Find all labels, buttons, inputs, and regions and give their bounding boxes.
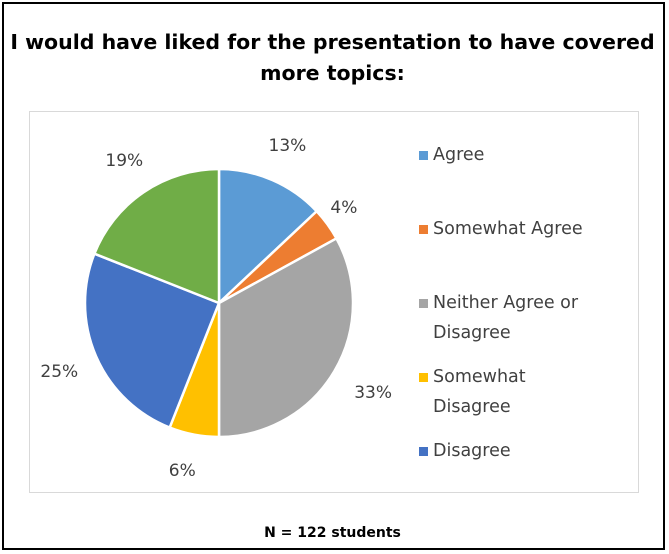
legend-swatch-3 <box>419 299 428 308</box>
legend-label-line: Disagree <box>433 323 511 343</box>
legend-label-1: Agree <box>433 140 484 170</box>
chart-title-line-2: more topics: <box>260 61 405 85</box>
data-label-2: 4% <box>330 198 358 218</box>
legend-label-line: Agree <box>433 145 485 165</box>
data-label-3: 33% <box>354 382 392 403</box>
pie-slice-5 <box>83 252 221 429</box>
legend-item-4: Somewhat Disagree <box>419 362 526 422</box>
legend-label-line: Disagree <box>433 397 511 417</box>
legend-label-line: Somewhat Agree <box>433 219 583 239</box>
pie-slice-3 <box>217 237 355 439</box>
legend-label-4: Somewhat Disagree <box>433 362 526 422</box>
legend-item-2: Somewhat Agree <box>419 214 583 244</box>
legend-item-3: Neither Agree or Disagree <box>419 288 578 348</box>
legend-item-5: Disagree <box>419 436 511 466</box>
legend-label-line: Neither Agree or <box>433 293 579 313</box>
legend-swatch-4 <box>419 373 428 382</box>
legend-item-1: Agree <box>419 140 484 170</box>
legend-label-line: Disagree <box>433 441 511 461</box>
legend-swatch-1 <box>419 151 428 160</box>
pie-slice-6 <box>93 167 221 305</box>
sample-size-note: N = 122 students <box>264 525 401 541</box>
legend-label-2: Somewhat Agree <box>433 214 583 244</box>
legend-label-3: Neither Agree or Disagree <box>433 288 578 348</box>
legend-label-5: Disagree <box>433 436 511 466</box>
data-label-4: 6% <box>168 461 196 481</box>
chart-title: I would have liked for the presentation … <box>0 27 665 89</box>
plot-area <box>29 111 639 493</box>
legend-label-line: Somewhat <box>433 367 526 387</box>
legend-swatch-2 <box>419 225 428 234</box>
legend-swatch-5 <box>419 447 428 456</box>
pie-slice-1 <box>217 167 318 305</box>
data-label-5: 25% <box>40 361 79 382</box>
data-label-6: 19% <box>105 151 144 172</box>
chart-title-line-1: I would have liked for the presentation … <box>10 30 655 54</box>
data-label-1: 13% <box>268 136 307 156</box>
